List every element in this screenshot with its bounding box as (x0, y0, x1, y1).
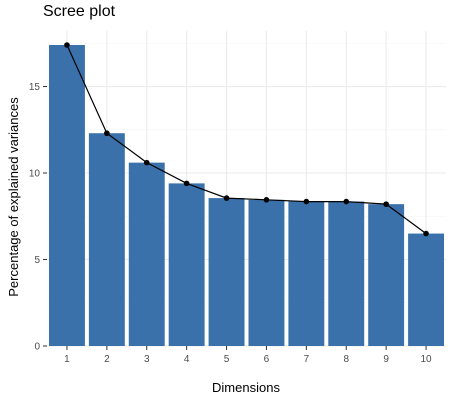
point-dim-10 (423, 230, 429, 237)
y-axis-title: Percentage of explained variances (6, 97, 21, 297)
point-dim-5 (223, 195, 230, 201)
bar-dim-1 (48, 45, 85, 346)
y-tick-label: 10 (29, 169, 41, 180)
x-tick-label: 10 (420, 354, 432, 365)
x-tick-label: 2 (104, 354, 110, 365)
bar-dim-3 (128, 162, 165, 346)
variance-points (64, 42, 429, 237)
bar-dim-7 (288, 201, 325, 346)
bar-dim-4 (168, 183, 205, 346)
x-tick-label: 3 (144, 354, 150, 365)
chart-title: Scree plot (43, 3, 116, 20)
bars (48, 45, 445, 346)
x-axis-title: Dimensions (212, 380, 280, 395)
point-dim-7 (303, 198, 310, 205)
x-tick-label: 8 (343, 354, 349, 365)
x-tick-label: 6 (264, 354, 270, 365)
variance-polyline (66, 44, 427, 235)
bar-dim-8 (328, 201, 365, 346)
x-axis-ticks: 1 2 3 4 5 6 7 8 9 10 (64, 346, 432, 365)
point-dim-4 (183, 180, 190, 187)
point-dim-9 (383, 201, 389, 207)
bar-dim-9 (368, 204, 405, 346)
point-dim-6 (263, 197, 270, 203)
point-dim-3 (143, 159, 150, 166)
variance-line (66, 44, 427, 235)
point-dim-2 (104, 130, 110, 137)
y-tick-label: 15 (29, 82, 41, 93)
x-tick-label: 1 (64, 354, 70, 365)
y-tick-label: 5 (34, 255, 40, 266)
x-tick-label: 4 (184, 354, 190, 365)
point-dim-1 (64, 42, 70, 48)
bar-dim-2 (88, 133, 125, 346)
bar-dim-10 (408, 233, 445, 346)
x-tick-label: 9 (383, 354, 389, 365)
point-dim-8 (343, 198, 350, 205)
x-tick-label: 7 (304, 354, 310, 365)
bar-dim-6 (248, 199, 285, 346)
bar-dim-5 (208, 198, 245, 346)
y-tick-label: 0 (34, 342, 40, 353)
y-axis-ticks: 0 5 10 15 (29, 82, 47, 353)
x-tick-label: 5 (224, 354, 230, 365)
